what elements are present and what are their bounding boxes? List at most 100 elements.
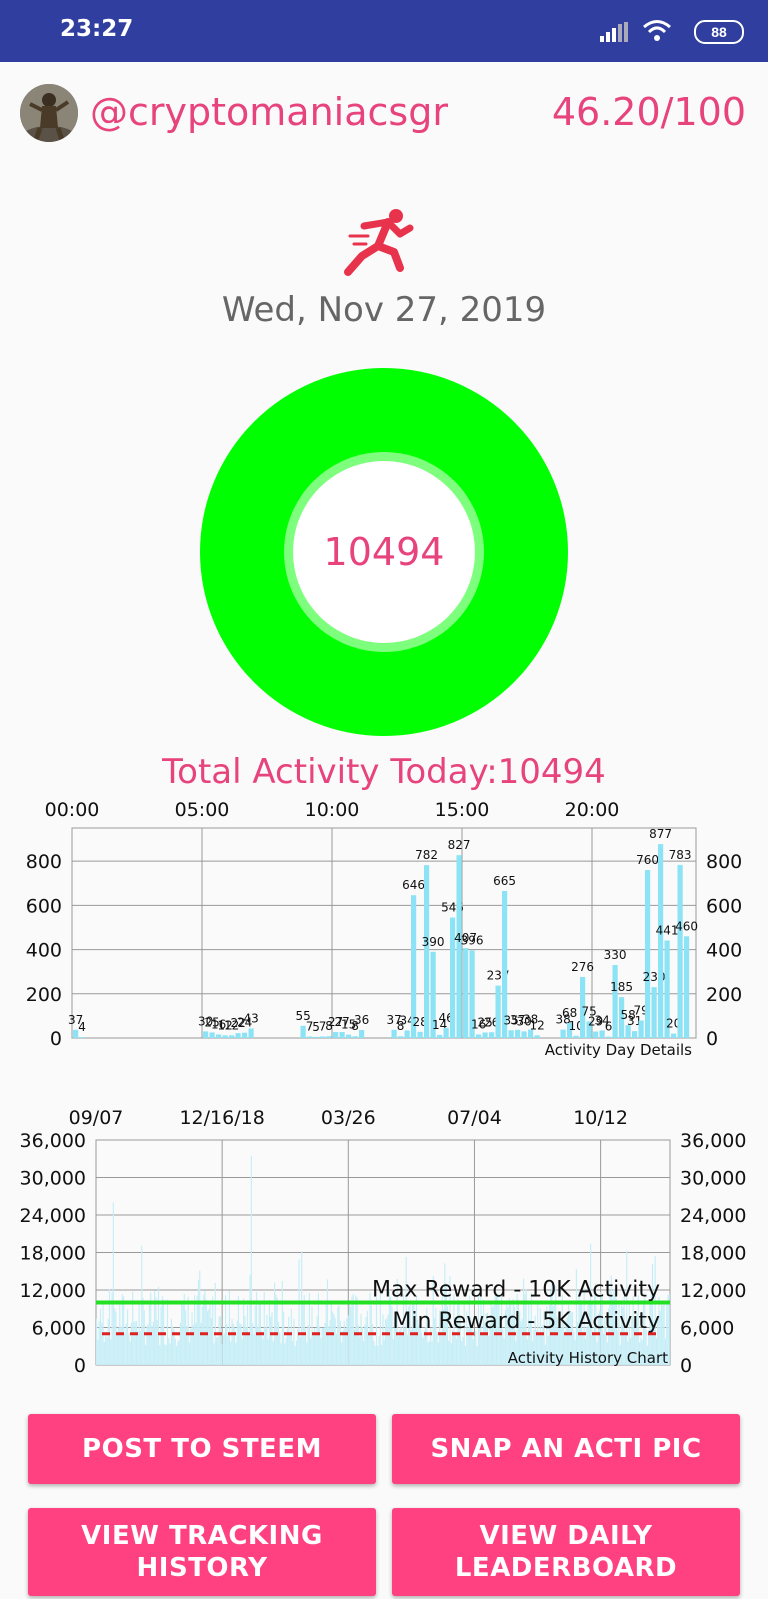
hist-chart-bar: [126, 1309, 129, 1365]
hist-chart-bar: [308, 1292, 310, 1365]
day-chart-bar: [495, 985, 501, 1038]
post-to-steem-button[interactable]: POST TO STEEM: [28, 1414, 376, 1484]
day-chart-y-tick-right: 0: [706, 1028, 718, 1050]
day-chart-y-tick-left: 400: [26, 940, 62, 962]
day-chart-y-tick-left: 200: [26, 984, 62, 1006]
hist-chart-bar: [664, 1338, 667, 1365]
hist-chart-bar: [209, 1304, 211, 1365]
hist-chart-bar: [419, 1325, 421, 1365]
hist-chart-bar: [208, 1309, 210, 1365]
hist-chart-bar: [400, 1327, 402, 1365]
hist-chart-bar: [504, 1310, 507, 1365]
day-chart-bar: [209, 1032, 215, 1038]
hist-chart-bar: [280, 1343, 282, 1365]
snap-acti-pic-button[interactable]: SNAP AN ACTI PIC: [392, 1414, 740, 1484]
hist-chart-bar: [286, 1328, 289, 1365]
day-chart-bar-label: 34: [594, 1013, 609, 1027]
day-chart-bar: [222, 1035, 228, 1038]
hist-chart-bar: [284, 1343, 286, 1365]
hist-chart-y-tick-right: 6,000: [680, 1318, 734, 1340]
hist-chart-bar: [515, 1340, 517, 1365]
day-chart-bar-label: 6: [605, 1020, 613, 1034]
hist-chart-bar: [274, 1282, 276, 1365]
hist-chart-bar: [196, 1295, 198, 1365]
hist-chart-bar: [637, 1295, 639, 1365]
hist-chart-bar: [479, 1323, 481, 1365]
status-bar: 23:27 88: [0, 0, 768, 62]
day-chart-bar: [651, 987, 657, 1038]
hist-chart-bar: [468, 1295, 470, 1365]
hist-chart-bar: [587, 1304, 589, 1365]
hist-chart-bar: [605, 1327, 607, 1365]
hist-chart-bar: [352, 1293, 354, 1365]
hist-chart-bar: [313, 1327, 316, 1365]
avatar[interactable]: [20, 84, 78, 142]
hist-chart-bar: [272, 1341, 274, 1365]
day-chart-bar-label: 12: [529, 1018, 544, 1032]
day-chart-bar: [411, 895, 417, 1038]
hist-chart-x-tick: 07/04: [447, 1107, 502, 1129]
hist-chart-bar: [445, 1283, 447, 1365]
hist-chart-bar: [437, 1342, 439, 1365]
day-chart-bar-label: 760: [636, 853, 659, 867]
hist-chart-bar: [442, 1309, 445, 1365]
hist-chart-bar: [408, 1306, 410, 1365]
day-chart-x-tick: 00:00: [45, 800, 100, 821]
day-chart-bar: [528, 1029, 534, 1038]
day-chart-y-tick-right: 400: [706, 940, 742, 962]
hist-chart-bar: [393, 1317, 396, 1365]
hist-chart-bar: [384, 1319, 387, 1365]
username[interactable]: @cryptomaniacsgr: [90, 90, 448, 134]
hist-chart-bar: [200, 1322, 202, 1365]
day-chart-bar-label: 8: [351, 1019, 359, 1033]
hist-chart-bar: [156, 1319, 158, 1365]
hist-chart-bar: [530, 1292, 532, 1365]
hist-chart-bar: [663, 1302, 665, 1365]
hist-chart-bar: [659, 1310, 661, 1365]
hist-chart-bar: [387, 1314, 389, 1365]
hist-chart-x-tick: 10/12: [573, 1107, 628, 1129]
hist-chart-bar: [294, 1346, 296, 1365]
hist-chart-y-tick-left: 24,000: [20, 1205, 86, 1227]
hist-chart-bar: [356, 1297, 358, 1365]
hist-chart-bar: [386, 1318, 388, 1365]
day-chart-bar-label: 16: [211, 1017, 226, 1031]
hist-chart-bar: [599, 1310, 601, 1365]
hist-chart-bar: [650, 1292, 652, 1365]
hist-chart-bar: [307, 1325, 309, 1365]
hist-chart-bar: [566, 1317, 568, 1365]
avatar-image: [20, 84, 78, 142]
hist-chart-bar: [596, 1342, 598, 1365]
view-daily-leaderboard-button[interactable]: VIEW DAILY LEADERBOARD: [392, 1508, 740, 1596]
hist-chart-bar: [619, 1345, 621, 1365]
day-chart-bar: [508, 1030, 514, 1038]
hist-chart-bar: [215, 1337, 218, 1365]
hist-chart-bar: [237, 1295, 240, 1365]
hist-chart-bar: [366, 1311, 369, 1365]
day-chart-bar: [313, 1036, 319, 1038]
hist-chart-bar: [164, 1344, 166, 1365]
hist-chart-bar: [223, 1333, 225, 1365]
hist-chart-bar: [359, 1336, 361, 1365]
day-chart-y-tick-left: 800: [26, 851, 62, 873]
hist-chart-bar: [262, 1338, 264, 1365]
view-tracking-history-button[interactable]: VIEW TRACKING HISTORY: [28, 1508, 376, 1596]
day-chart-bar-label: 79: [633, 1004, 648, 1018]
hist-chart-bar: [427, 1342, 429, 1365]
hist-chart-bar: [539, 1308, 541, 1365]
hist-chart-bar: [178, 1340, 180, 1365]
hist-chart-bar: [556, 1316, 558, 1365]
day-chart-bar-label: 31: [627, 1014, 642, 1028]
hist-chart-bar: [628, 1304, 630, 1365]
hist-chart-x-tick: 12/16/18: [179, 1107, 264, 1129]
hist-chart-bar: [243, 1298, 245, 1365]
hist-chart-bar: [557, 1327, 559, 1365]
hist-chart-bar: [261, 1330, 263, 1365]
view-tracking-history-line2: HISTORY: [136, 1553, 268, 1583]
hist-chart-bar: [583, 1288, 585, 1365]
hist-chart-bar: [219, 1316, 221, 1365]
activity-history-chart: 0 0 6,000 6,000 12,000 12,000 18,000 18,000 24,0…: [20, 1107, 747, 1377]
hist-chart-bar: [503, 1338, 505, 1365]
hist-chart-bar: [98, 1321, 100, 1365]
day-chart-bar-label: 22: [230, 1016, 245, 1030]
